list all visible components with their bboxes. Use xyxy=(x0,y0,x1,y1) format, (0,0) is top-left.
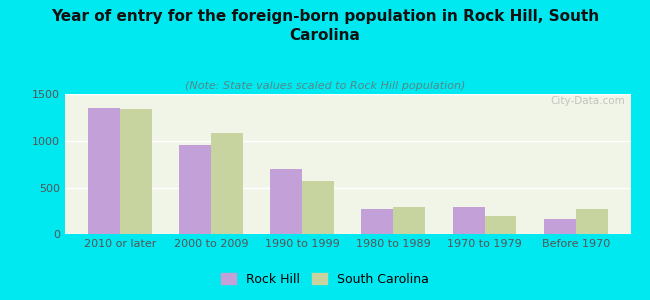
Bar xyxy=(120,110,151,234)
Text: Year of entry for the foreign-born population in Rock Hill, South
Carolina: Year of entry for the foreign-born popul… xyxy=(51,9,599,43)
Bar xyxy=(484,216,517,234)
Bar xyxy=(393,207,425,234)
Bar xyxy=(211,133,243,234)
Bar xyxy=(452,208,484,234)
Bar xyxy=(270,169,302,234)
Bar xyxy=(576,209,608,234)
Legend: Rock Hill, South Carolina: Rock Hill, South Carolina xyxy=(216,268,434,291)
Bar xyxy=(544,219,576,234)
Bar xyxy=(361,209,393,234)
Bar xyxy=(179,145,211,234)
Bar xyxy=(88,108,120,234)
Text: City-Data.com: City-Data.com xyxy=(550,96,625,106)
Bar xyxy=(302,182,334,234)
Text: (Note: State values scaled to Rock Hill population): (Note: State values scaled to Rock Hill … xyxy=(185,81,465,91)
